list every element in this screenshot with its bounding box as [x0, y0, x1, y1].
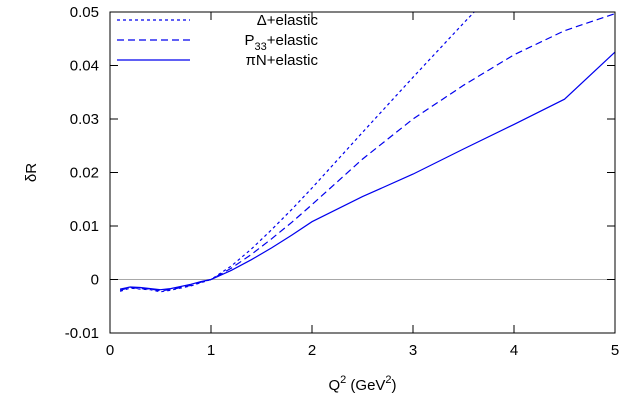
- legend-label-subscript: 33: [254, 41, 266, 53]
- ticks-layer: [109, 11, 616, 334]
- legend-label-1: Δ+elastic: [257, 12, 319, 29]
- series-line-1: [119, 12, 476, 293]
- legend-label-main: πN+elastic: [246, 52, 319, 69]
- x-axis-title-exponent: 2: [340, 374, 346, 386]
- y-tick-label: 0.03: [70, 111, 99, 128]
- x-axis-title-symbol: Q: [328, 377, 340, 394]
- y-tick-label: 0.01: [70, 218, 99, 235]
- series-layer: [119, 12, 615, 293]
- legend-label-suffix: +elastic: [267, 32, 319, 49]
- series-line-2: [119, 13, 615, 292]
- x-axis-title-unit-exponent: 2: [385, 374, 391, 386]
- x-axis-title: Q2 (GeV2): [328, 374, 396, 394]
- x-axis-title-unit: (GeV: [346, 377, 385, 394]
- y-tick-label: 0.02: [70, 165, 99, 182]
- y-tick-label: 0.05: [70, 4, 99, 21]
- x-tick-label: 4: [510, 342, 518, 359]
- x-tick-label: 5: [611, 342, 619, 359]
- y-axis-title: δR: [23, 163, 40, 182]
- y-tick-label: 0: [91, 272, 99, 289]
- tick-labels-layer: 0 1 2 3 4 5 -0.01 0 0.01 0.02 0.03 0.04 0.05: [65, 4, 619, 359]
- legend-label-2: P33+elastic: [244, 32, 318, 53]
- legend-label-main: P: [244, 32, 254, 49]
- series-line-3: [119, 51, 615, 291]
- x-tick-label: 3: [409, 342, 417, 359]
- x-tick-label: 1: [207, 342, 215, 359]
- y-tick-label: 0.04: [70, 58, 99, 75]
- legend-label-3: πN+elastic: [246, 52, 319, 69]
- legend-label-main: Δ+elastic: [257, 12, 319, 29]
- x-axis-title-close: ): [392, 377, 397, 394]
- x-tick-label: 0: [106, 342, 114, 359]
- x-tick-label: 2: [308, 342, 316, 359]
- y-tick-label: -0.01: [65, 325, 99, 342]
